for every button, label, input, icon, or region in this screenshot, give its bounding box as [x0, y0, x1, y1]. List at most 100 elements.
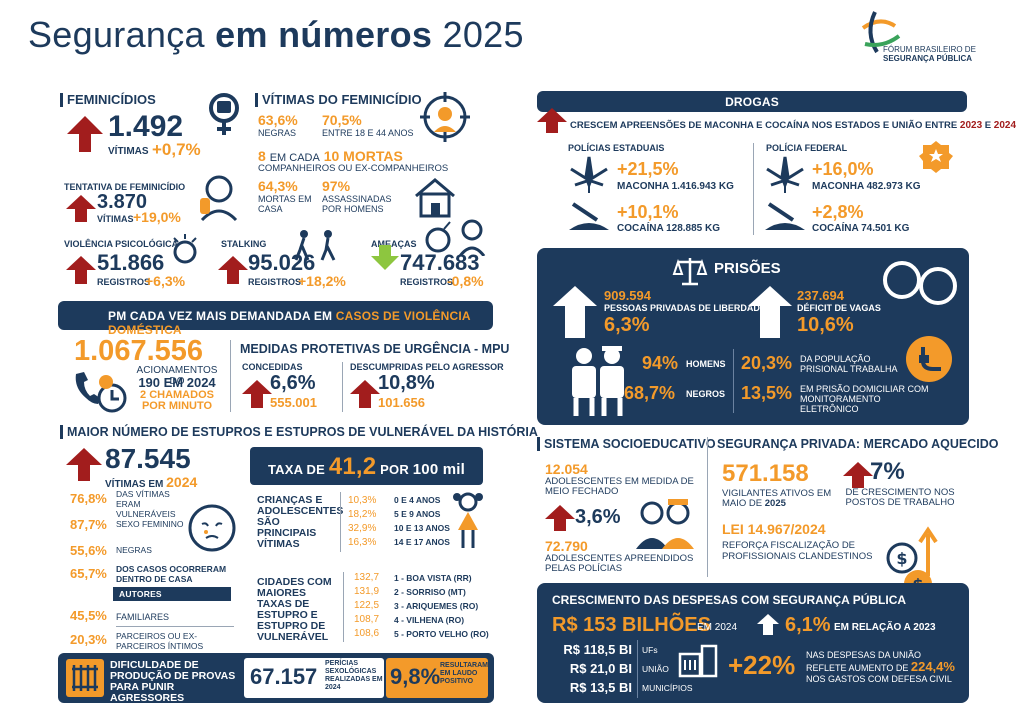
divider: [707, 437, 708, 577]
negras-pct: 63,6%: [258, 112, 298, 128]
mpu-conc-val: 555.001: [270, 395, 317, 410]
divider: [340, 492, 341, 552]
mortas-a: 8: [258, 148, 266, 164]
tentativa-change: +19,0%: [133, 209, 181, 225]
uniao-pct: +22%: [728, 650, 796, 680]
cidade-taxa: 122,5: [354, 600, 380, 611]
socio-pct: 3,6%: [575, 506, 621, 528]
mortas-b: EM CADA: [269, 152, 320, 164]
feminicidios-unit: VÍTIMAS: [108, 146, 149, 157]
taxa-c: POR: [380, 462, 409, 477]
stat-label: SEXO FEMININO: [116, 519, 184, 529]
phone-clock-icon: [72, 368, 128, 414]
pm-banner-a: PM CADA VEZ MAIS DEMANDADA EM: [108, 309, 336, 323]
feminicidios-value: 1.492: [108, 110, 184, 143]
socio-title: SISTEMA SOCIOEDUCATIVO: [537, 437, 716, 451]
mpu-desc: DESCUMPRIDAS PELO AGRESSOR: [350, 362, 504, 372]
def-val: 237.694: [797, 288, 844, 303]
crescem-y2: 2024: [993, 120, 1017, 131]
tentativa-value: 3.870: [97, 191, 148, 213]
psicologica-unit: REGISTROS: [97, 277, 151, 287]
tentativa-title: TENTATIVA DE FEMINICÍDIO: [64, 182, 186, 192]
idade-pct: 16,3%: [348, 537, 377, 548]
parceiros-pct: 20,3%: [70, 632, 107, 647]
idade-pct: 70,5%: [322, 112, 362, 128]
privada-v: 571.158: [722, 460, 809, 487]
children-icon: [448, 490, 488, 552]
divider: [343, 572, 344, 642]
stat-pct: 65,7%: [70, 566, 107, 581]
cannabis-leaf-icon: [762, 155, 808, 193]
despesa-valor: R$ 118,5 BI: [563, 642, 632, 657]
up-arrow-icon: [242, 380, 272, 394]
est-mac: MACONHA 1.416.943 KG: [617, 181, 734, 192]
ameacas-change: -0,8%: [447, 273, 484, 289]
mpu-conc-pct: 6,6%: [270, 372, 316, 394]
positivo-label: RESULTARAM EM LAUDO POSITIVO: [440, 662, 488, 685]
divider: [230, 340, 231, 412]
stat-label: DOS CASOS OCORRERAM DENTRO DE CASA: [116, 564, 227, 584]
cidade-taxa: 108,6: [354, 628, 380, 639]
divider: [753, 143, 754, 235]
idade-faixa: 5 E 9 ANOS: [394, 509, 441, 519]
up-arrow-icon: [350, 380, 380, 394]
despesas-title: CRESCIMENTO DAS DESPESAS COM SEGURANÇA P…: [552, 593, 907, 607]
trab-pct: 20,3%: [741, 353, 793, 373]
pm-banner: PM CADA VEZ MAIS DEMANDADA EM CASOS DE V…: [58, 301, 493, 337]
despesa-valor: R$ 13,5 BI: [569, 680, 632, 695]
def-pct: 10,6%: [797, 314, 854, 336]
female-fist-icon: [204, 92, 244, 136]
up-arrow-shaft: [554, 519, 566, 531]
pl-pct: 6,3%: [604, 314, 650, 336]
mortas-c: 10 MORTAS: [323, 148, 403, 164]
up-arrow-icon: [537, 108, 567, 122]
cidade-nome: 2 - SORRISO (MT): [394, 587, 466, 597]
socio-l2: ADOLESCENTES APREENDIDOS PELAS POLÍCIAS: [545, 553, 694, 574]
up-arrow-shaft: [251, 394, 263, 408]
homens-label: HOMENS: [686, 359, 726, 369]
uniao-text: NAS DESPESAS DA UNIÃO REFLETE AUMENTO DE…: [806, 650, 962, 685]
page-title: Segurança em números 2025: [28, 14, 524, 56]
woman-stop-icon: [196, 172, 242, 222]
ameacas-unit: REGISTROS: [400, 277, 454, 287]
target-woman-icon: [420, 92, 470, 142]
idade-pct: 32,9%: [348, 523, 377, 534]
estupros-unit: VÍTIMAS EM 2024: [105, 474, 197, 490]
idade-faixa: 14 E 17 ANOS: [394, 537, 450, 547]
ankle-monitor-icon: [906, 336, 952, 382]
feminicidios-change: +0,7%: [152, 140, 201, 159]
stalking-title: STALKING: [221, 239, 267, 249]
stat-label: NEGRAS: [116, 545, 152, 555]
despesa-label: UFs: [642, 645, 658, 655]
up-arrow-shaft: [75, 270, 87, 284]
up-arrow-shaft: [79, 134, 91, 152]
handcuffs-icon: [880, 254, 960, 310]
idade-pct: 18,2%: [348, 509, 377, 520]
feminicidios-title: FEMINICÍDIOS: [60, 93, 156, 107]
cidade-nome: 5 - PORTO VELHO (RO): [394, 629, 489, 639]
prisoes-title: PRISÕES: [714, 260, 781, 277]
pm-acion: ACIONAMENTOS DO: [136, 365, 218, 387]
up-arrow-shaft: [565, 306, 585, 338]
est-coc: COCAÍNA 128.885 KG: [617, 223, 720, 234]
negros-pct: 68,7%: [624, 383, 676, 403]
despesas-panel: [537, 583, 969, 703]
divider: [733, 349, 734, 413]
fed-mac-pct: +16,0%: [812, 159, 874, 179]
provas-pct: 9,8%: [390, 664, 441, 689]
stat-pct: 55,6%: [70, 543, 107, 558]
up-arrow-icon: [66, 195, 96, 209]
mpu-desc-pct: 10,8%: [378, 372, 435, 394]
estaduais-title: POLÍCIAS ESTADUAIS: [568, 143, 665, 153]
companheiros-label: COMPANHEIROS OU EX-COMPANHEIROS: [258, 163, 449, 174]
cidade-taxa: 132,7: [354, 572, 380, 583]
up-arrow-shaft: [75, 209, 87, 222]
ameacas-value: 747.683: [400, 250, 480, 275]
prison-bars-icon: [66, 659, 104, 697]
up-arrow-shaft: [78, 465, 90, 481]
title-bold: em números: [215, 14, 433, 55]
up-arrow-icon: [545, 505, 575, 519]
privada-reforca: REFORÇA FISCALIZAÇÃO DE PROFISSIONAIS CL…: [722, 540, 873, 562]
mpu-title: MEDIDAS PROTETIVAS DE URGÊNCIA - MPU: [240, 342, 510, 356]
adolescents-icon: [632, 495, 698, 551]
